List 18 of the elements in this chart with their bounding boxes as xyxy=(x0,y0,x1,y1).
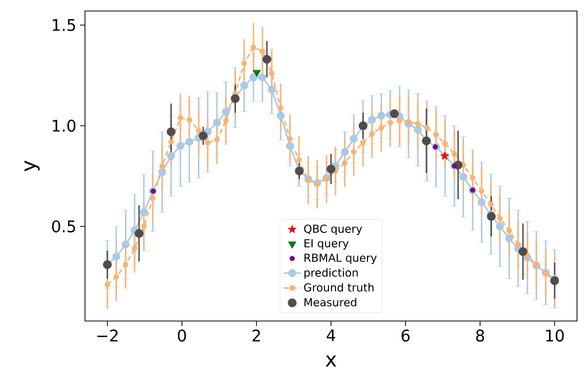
legend-label: Ground truth xyxy=(304,283,374,292)
x-tick-label: 2 xyxy=(252,330,260,342)
legend-label: EI query xyxy=(304,239,349,250)
x-tick-label: 8 xyxy=(476,330,484,342)
x-tick-label: 4 xyxy=(326,330,336,342)
legend-label: QBC query xyxy=(304,224,362,236)
y-tick-label: 0.5 xyxy=(52,220,76,232)
x-axis-title: x xyxy=(326,356,336,366)
x-tick-label: 0 xyxy=(178,330,186,342)
y-tick-label: 1.5 xyxy=(52,19,76,32)
x-tick-label: 6 xyxy=(402,330,410,342)
x-tick-label: −2 xyxy=(97,330,118,342)
legend-label: Measured xyxy=(304,298,356,306)
x-tick-label: 10 xyxy=(546,330,564,342)
y-axis-title: y xyxy=(24,160,40,172)
legend-label: RBMAL query xyxy=(304,254,377,264)
legend-label: prediction xyxy=(304,268,358,279)
y-tick-label: 1.0 xyxy=(52,120,76,132)
